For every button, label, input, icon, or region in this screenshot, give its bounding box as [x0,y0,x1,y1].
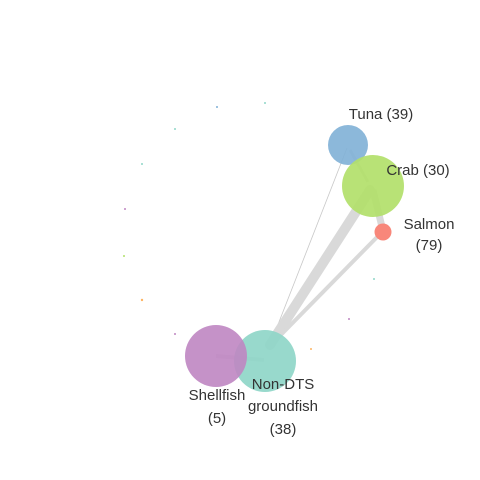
node-label-groundfish-value: (38) [270,421,297,438]
node-salmon[interactable] [374,223,392,241]
minor-node [174,333,176,335]
node-label-tuna: Tuna (39) [349,106,413,123]
node-label-groundfish-line2: groundfish [248,398,318,415]
minor-node [174,128,176,130]
minor-node [373,278,375,280]
edge-groundfish-crab [265,185,375,350]
minor-node [348,318,350,320]
minor-node [310,348,312,350]
minor-node [123,255,125,257]
edge-groundfish-tuna [269,147,348,346]
node-shellfish[interactable] [185,325,247,387]
minor-node [141,163,143,165]
minor-node [124,208,126,210]
node-label-crab: Crab (30) [386,162,449,179]
node-label-salmon-name: Salmon [404,216,455,233]
minor-node [140,298,144,302]
main-nodes [185,125,404,392]
node-label-shellfish-value: (5) [208,410,226,427]
node-label-shellfish-name: Shellfish [189,387,246,404]
edge-groundfish-salmon [266,230,384,350]
labels: Tuna (39) Crab (30) Salmon (79) Shellfis… [189,106,455,438]
node-tuna[interactable] [328,125,368,165]
minor-node [264,102,266,104]
node-crab[interactable] [342,155,404,217]
minor-nodes [123,102,375,350]
minor-node [216,106,218,108]
node-groundfish[interactable] [234,330,296,392]
node-label-salmon-value: (79) [416,237,443,254]
node-label-groundfish-line1: Non-DTS [252,376,315,393]
